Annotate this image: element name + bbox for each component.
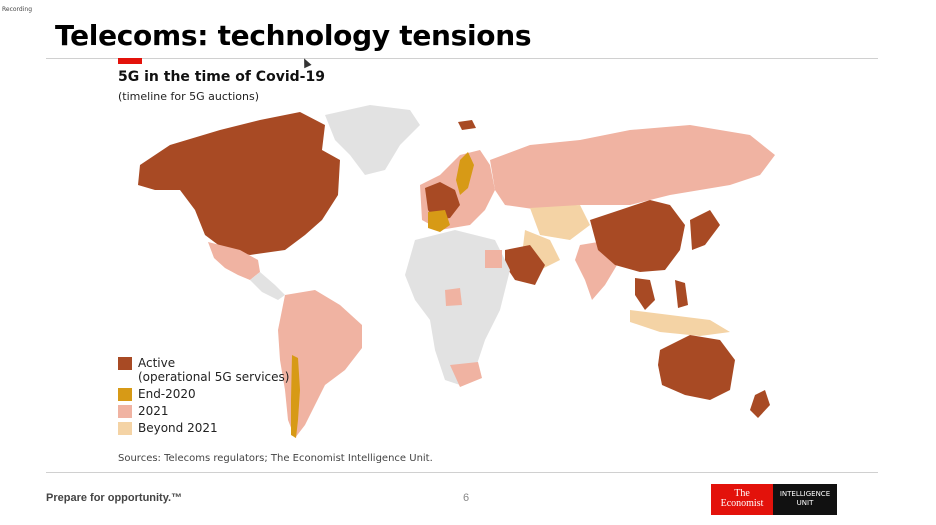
slide-title: Telecoms: technology tensions [55, 19, 532, 52]
legend-swatch [118, 405, 132, 418]
south-africa [450, 362, 482, 387]
world-map [138, 105, 775, 438]
greenland [325, 105, 420, 175]
legend-label: 2021 [138, 404, 169, 418]
top-divider [46, 58, 878, 59]
map-legend: Active (operational 5G services) End-202… [118, 356, 289, 438]
legend-label: End-2020 [138, 387, 196, 401]
china [590, 200, 685, 272]
western-europe-active [425, 182, 460, 220]
arabian-peninsula [505, 245, 545, 285]
legend-swatch [118, 422, 132, 435]
australia [658, 335, 735, 400]
legend-item-beyond-2021: Beyond 2021 [118, 421, 289, 435]
north-america [138, 112, 340, 255]
japan-korea [690, 210, 720, 250]
tagline: Prepare for opportunity.™ [46, 492, 183, 504]
philippines [675, 280, 688, 308]
iceland [458, 120, 476, 130]
chart-subtitle: (timeline for 5G auctions) [118, 90, 259, 103]
france [428, 210, 450, 232]
south-america [278, 290, 362, 438]
logo-unit: INTELLIGENCE UNIT [773, 484, 837, 515]
chile [291, 355, 300, 438]
new-zealand [750, 390, 770, 418]
russia [490, 125, 775, 210]
legend-swatch [118, 357, 132, 370]
legend-swatch [118, 388, 132, 401]
central-america [250, 272, 285, 300]
legend-item-end-2020: End-2020 [118, 387, 289, 401]
southeast-asia-active [635, 278, 655, 310]
legend-sublabel: (operational 5G services) [138, 370, 290, 384]
sources-note: Sources: Telecoms regulators; The Econom… [118, 453, 433, 464]
egypt [485, 250, 502, 268]
recording-label: Recording [2, 6, 33, 13]
legend-item-2021: 2021 [118, 404, 289, 418]
indonesia [630, 310, 730, 336]
legend-item-active: Active (operational 5G services) [118, 356, 289, 384]
legend-label: Beyond 2021 [138, 421, 218, 435]
angola [445, 288, 462, 306]
logo-wordmark: The Economist [711, 484, 773, 515]
page-number: 6 [463, 492, 470, 504]
mexico [208, 242, 260, 280]
sweden [456, 152, 474, 195]
legend-label: Active [138, 356, 176, 370]
central-asia [530, 205, 590, 240]
chart-title: 5G in the time of Covid-19 [118, 69, 325, 85]
red-tag [118, 58, 142, 64]
economist-logo: The Economist INTELLIGENCE UNIT [711, 484, 837, 515]
bottom-divider [46, 472, 878, 473]
africa [405, 230, 510, 385]
